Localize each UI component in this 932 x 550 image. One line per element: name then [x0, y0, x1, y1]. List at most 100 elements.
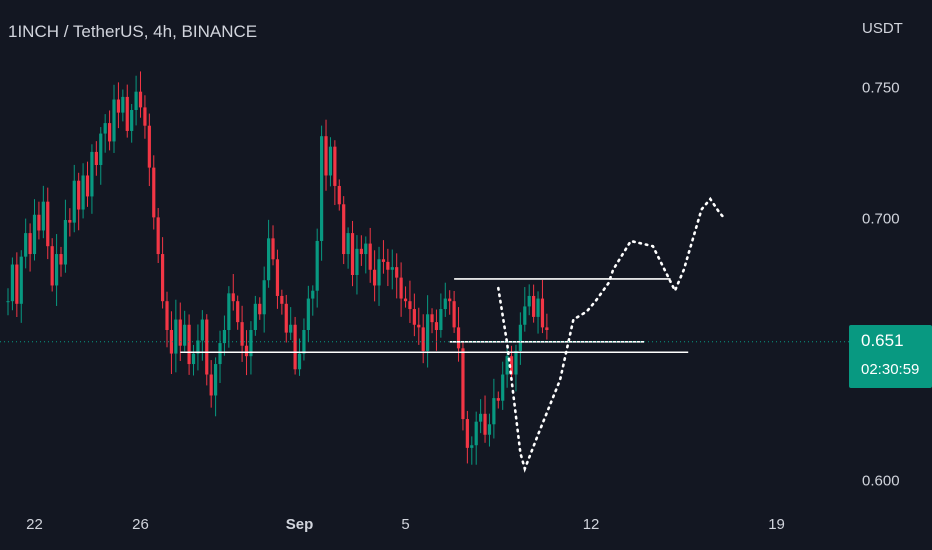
- candle: [403, 298, 408, 302]
- projection-dotted-line[interactable]: [496, 196, 725, 473]
- candle: [32, 214, 37, 255]
- candle: [545, 327, 549, 330]
- candle: [63, 220, 68, 265]
- candle: [293, 324, 297, 370]
- candle: [196, 340, 200, 354]
- candle: [160, 254, 165, 302]
- candle: [306, 298, 310, 330]
- candle: [187, 324, 191, 365]
- candle: [320, 136, 324, 241]
- candle: [381, 259, 386, 262]
- horizontal-levels[interactable]: [180, 278, 689, 354]
- candle: [284, 303, 288, 333]
- candle: [50, 246, 54, 286]
- candle: [107, 123, 112, 142]
- candle: [377, 259, 381, 286]
- candle: [465, 419, 469, 448]
- candle: [540, 298, 545, 328]
- candle: [85, 175, 90, 197]
- candle: [37, 214, 41, 231]
- candle: [275, 259, 280, 296]
- x-tick-label: 12: [583, 516, 600, 533]
- candle: [439, 309, 443, 330]
- candle: [297, 353, 302, 370]
- candle: [514, 350, 518, 375]
- candle: [218, 343, 222, 365]
- candle: [183, 324, 187, 346]
- candle: [222, 330, 227, 344]
- candle: [483, 413, 487, 435]
- candle: [470, 445, 474, 448]
- price-axis[interactable]: 0.750 0.700 0.600: [862, 79, 900, 489]
- bar-countdown: 02:30:59: [861, 361, 920, 378]
- candle: [138, 91, 143, 108]
- x-tick-label: 26: [132, 516, 149, 533]
- candle: [280, 295, 284, 304]
- candle: [116, 99, 121, 113]
- candle: [496, 398, 500, 401]
- candle: [456, 327, 461, 349]
- candle: [244, 345, 249, 357]
- candle: [121, 96, 125, 113]
- candle: [46, 201, 50, 247]
- candle: [368, 243, 372, 270]
- candle: [24, 233, 28, 257]
- candle: [421, 327, 425, 351]
- candle: [518, 324, 522, 351]
- candle: [271, 238, 275, 260]
- candle: [134, 91, 138, 110]
- candle: [231, 293, 235, 302]
- y-tick-label: 0.600: [862, 472, 900, 489]
- candle: [249, 330, 253, 357]
- candle: [333, 146, 337, 186]
- candle: [156, 217, 160, 255]
- candle: [412, 309, 416, 325]
- candle: [390, 267, 394, 270]
- candles-group: [6, 71, 549, 465]
- candle: [434, 322, 439, 330]
- y-tick-label: 0.750: [862, 79, 900, 96]
- symbol-title[interactable]: 1INCH / TetherUS, 4h, BINANCE: [8, 22, 258, 41]
- candle: [461, 348, 465, 420]
- candle: [501, 374, 505, 401]
- candle: [386, 261, 390, 270]
- candle: [191, 353, 196, 365]
- candle: [68, 220, 72, 223]
- candle: [81, 175, 85, 210]
- candle: [487, 424, 492, 435]
- candle: [532, 295, 536, 317]
- candle: [54, 254, 59, 286]
- candle: [430, 314, 434, 323]
- projection-path[interactable]: [496, 196, 725, 473]
- candle: [302, 330, 306, 354]
- candle: [452, 301, 456, 328]
- candle: [15, 264, 19, 304]
- candle: [399, 277, 403, 299]
- candle: [479, 413, 483, 422]
- candle: [262, 280, 266, 315]
- candle: [346, 233, 350, 255]
- candle: [28, 233, 32, 255]
- candle: [324, 136, 328, 176]
- candle: [205, 319, 209, 375]
- candle: [200, 319, 204, 341]
- candle: [240, 322, 244, 346]
- candle: [125, 96, 129, 131]
- time-axis[interactable]: 22 26 Sep 5 12 19: [26, 516, 785, 533]
- candle: [227, 293, 231, 330]
- candle: [112, 99, 116, 142]
- candle: [90, 151, 94, 197]
- candle: [253, 303, 257, 330]
- candle: [289, 324, 293, 333]
- candle: [350, 233, 355, 275]
- candle: [165, 301, 169, 330]
- candle: [408, 301, 412, 310]
- candle: [169, 330, 174, 354]
- candle: [267, 238, 271, 281]
- candle: [130, 110, 134, 131]
- candle: [147, 125, 151, 168]
- candle: [152, 167, 156, 218]
- candle: [527, 295, 531, 307]
